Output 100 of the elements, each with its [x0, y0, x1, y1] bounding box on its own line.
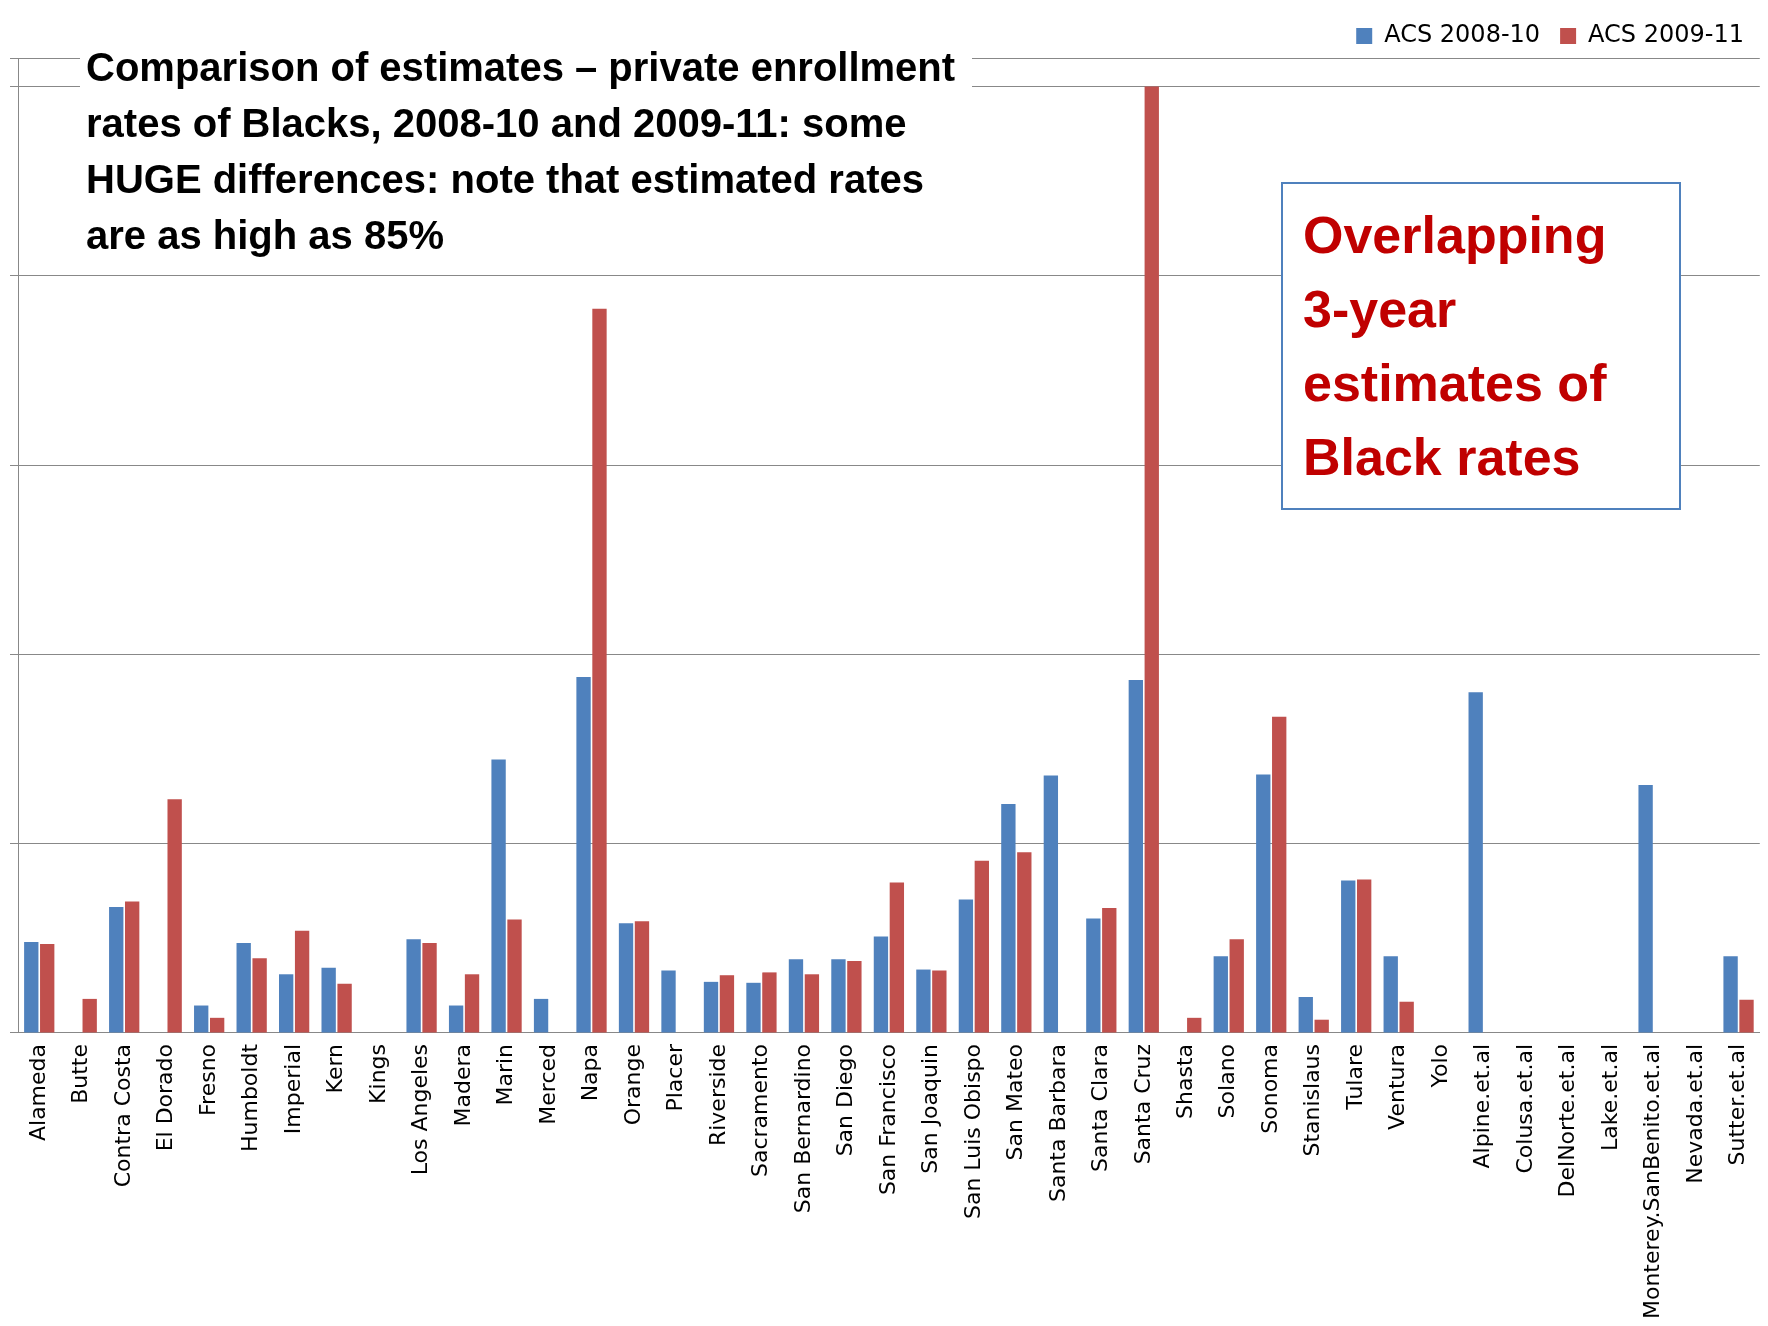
bar: [932, 970, 947, 1033]
x-tick-label: San Joaquin: [917, 1043, 943, 1174]
bar: [1298, 997, 1313, 1033]
bar: [337, 983, 352, 1033]
bar: [958, 899, 974, 1033]
x-tick-label: Madera: [449, 1043, 475, 1127]
x-tick-label: Napa: [577, 1043, 603, 1102]
x-tick-label: Marin: [492, 1043, 518, 1106]
bar: [1001, 803, 1016, 1033]
bar: [1468, 692, 1483, 1033]
bar: [762, 972, 777, 1033]
bar: [1739, 999, 1754, 1033]
bar: [661, 970, 676, 1033]
bar: [1102, 908, 1117, 1033]
annotation: Overlapping 3-year estimates of Black rates: [1281, 182, 1681, 510]
x-tick-label: Los Angeles: [407, 1043, 433, 1176]
bar: [1144, 86, 1159, 1033]
x-tick-label: Sutter.et.al: [1724, 1043, 1750, 1166]
bar: [1314, 1019, 1329, 1033]
x-tick-label: El Dorado: [152, 1043, 178, 1152]
bar: [24, 942, 39, 1033]
bar: [1638, 784, 1653, 1033]
bar: [1357, 879, 1372, 1033]
x-tick-label: Kings: [364, 1043, 390, 1104]
bar: [1128, 679, 1143, 1033]
x-tick-label: Solano: [1214, 1043, 1240, 1119]
x-tick-label: Santa Cruz: [1129, 1043, 1155, 1165]
bar: [788, 959, 804, 1033]
x-tick-label: Contra Costa: [109, 1043, 135, 1188]
x-tick-label: Shasta: [1171, 1043, 1197, 1119]
bar: [1043, 775, 1059, 1033]
x-tick-label: Yolo: [1426, 1043, 1452, 1089]
bar: [1256, 774, 1271, 1033]
bar: [1383, 956, 1398, 1033]
x-tick-label: Ventura: [1384, 1043, 1410, 1130]
bar: [294, 930, 310, 1033]
bar: [252, 958, 267, 1033]
bar: [634, 921, 650, 1033]
bar: [974, 860, 989, 1033]
bar: [719, 975, 735, 1033]
bar: [82, 998, 97, 1033]
bar: [746, 982, 761, 1033]
bar: [209, 1017, 225, 1033]
bar: [889, 882, 905, 1033]
x-tick-label: San Diego: [832, 1043, 858, 1157]
bar: [703, 981, 719, 1033]
x-tick-label: Fresno: [194, 1043, 220, 1116]
x-tick-label: Monterey.SanBenito.et.al: [1639, 1043, 1665, 1320]
x-tick-label: Placer: [662, 1043, 688, 1112]
x-tick-label: Butte: [67, 1043, 93, 1104]
bar: [422, 943, 437, 1033]
x-tick-label: San Mateo: [1002, 1043, 1028, 1161]
bar: [125, 901, 140, 1033]
bar: [916, 969, 931, 1033]
bar: [194, 1005, 209, 1033]
bar: [1187, 1017, 1202, 1033]
bar: [464, 974, 480, 1033]
x-tick-label: Stanislaus: [1299, 1043, 1325, 1157]
bar: [1272, 716, 1287, 1033]
bar: [236, 943, 251, 1033]
x-tick-label: Nevada.et.al: [1681, 1043, 1707, 1184]
bar: [167, 799, 182, 1033]
x-tick-label: Colusa.et.al: [1511, 1043, 1537, 1174]
x-tick-label: San Luis Obispo: [959, 1043, 985, 1220]
bar: [109, 907, 124, 1033]
x-tick-label: Sonoma: [1256, 1043, 1282, 1134]
bar: [831, 959, 846, 1033]
x-tick-label: Alpine.et.al: [1469, 1043, 1495, 1169]
text: Comparison of estimates – private enrollment rates of Blacks, 2008-10 and 2009-11: some HUGE differences: note that estimated rates are as high as 85%: [80, 35, 972, 267]
x-tick-label: San Bernardino: [789, 1043, 815, 1214]
bar: [1229, 939, 1244, 1033]
bar: [592, 308, 607, 1033]
bar: [406, 939, 421, 1033]
bar: [448, 1005, 464, 1033]
legend-label: ACS 2009-11: [1588, 20, 1745, 49]
x-tick-label: Orange: [619, 1043, 645, 1126]
legend-label: ACS 2008-10: [1384, 20, 1541, 49]
bar: [1213, 956, 1228, 1033]
bar: [1086, 918, 1101, 1033]
x-tick-label: Santa Clara: [1087, 1043, 1113, 1172]
bar: [491, 759, 506, 1033]
bar: [1341, 880, 1356, 1033]
bar: [847, 961, 862, 1033]
bar: [1723, 956, 1738, 1033]
bar: [279, 974, 294, 1033]
bar: [576, 677, 591, 1033]
bar: [507, 919, 522, 1033]
x-tick-label: Merced: [534, 1043, 560, 1125]
x-tick-label: Tulare: [1341, 1043, 1367, 1111]
bar: [618, 923, 634, 1033]
x-tick-label: Riverside: [704, 1043, 730, 1147]
bar: [1017, 852, 1032, 1033]
x-tick-label: Humboldt: [237, 1043, 263, 1153]
x-tick-label: Alameda: [24, 1043, 50, 1142]
x-tick-label: Imperial: [279, 1043, 305, 1135]
bar: [873, 936, 889, 1033]
x-tick-label: Kern: [322, 1043, 348, 1094]
x-tick-label: Sacramento: [747, 1043, 773, 1178]
bar: [1399, 1001, 1414, 1033]
x-tick-label: Santa Barbara: [1044, 1043, 1070, 1203]
